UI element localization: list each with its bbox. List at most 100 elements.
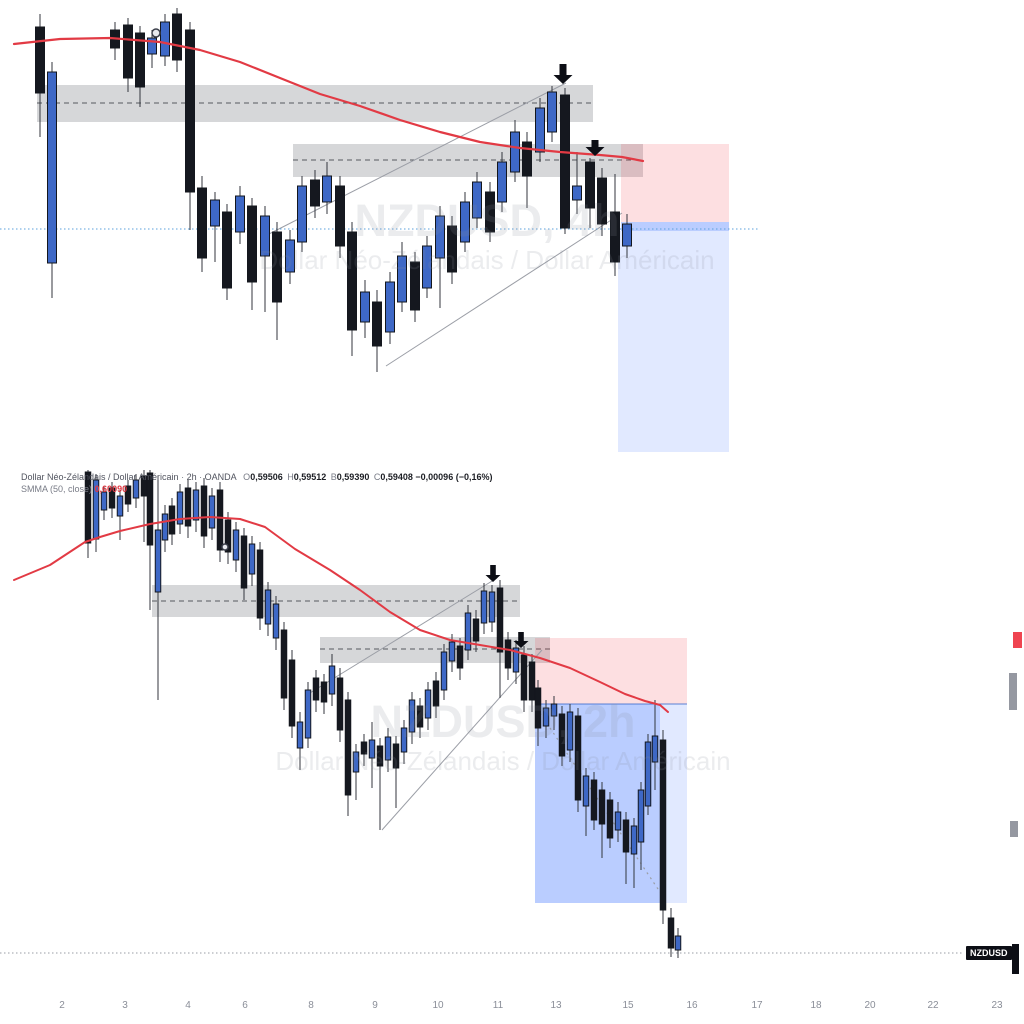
legend-ohlc-values: O0,59506 H0,59512 B0,59390 C0,59408 [239,472,413,482]
candle-body [336,677,344,731]
candle-up [542,700,550,738]
candle-up [322,162,332,214]
candle-down [456,638,464,680]
candle-down [520,646,528,712]
candle-body [328,665,336,695]
entry-band [621,222,729,231]
candle-body [260,215,270,257]
candle-body [288,659,296,727]
candle-up [497,152,507,212]
candle-body [222,211,232,289]
time-axis[interactable]: 2 3 4 6 8 9 10 11 13 15 16 17 18 20 22 23 [0,1000,1024,1018]
candle-body [256,549,264,619]
candle-up [510,120,520,182]
bottom-chart-canvas[interactable] [0,470,1024,1015]
candle-up [360,280,370,338]
candle-down [108,482,116,518]
candle-up [460,192,470,252]
candle-down [667,908,675,957]
candle-down [344,692,352,816]
candle-body [360,741,368,755]
candle-up [614,802,622,842]
candle-down [123,18,133,92]
candle-body [622,819,630,853]
candle-body [247,205,257,283]
candle-up [235,186,245,244]
candle-up [260,206,270,312]
candle-body [296,721,304,749]
candle-up [397,242,407,312]
candle-body [397,255,407,303]
candle-body [590,779,598,821]
last-bar-mark [1012,944,1019,974]
candle-body [200,485,208,537]
candle-body [432,680,440,707]
candle-down [320,674,328,714]
candle-down [146,470,154,610]
legend-separator: · [181,472,185,482]
candle-body [344,699,352,796]
candle-down [35,14,45,137]
candle-body [100,491,108,511]
time-axis-label: 15 [622,1000,634,1011]
candle-up [248,536,256,586]
candle-body [154,529,162,593]
candle-body [622,223,632,247]
candle-body [485,191,495,233]
candle-down [172,8,182,72]
candle-body [216,489,224,551]
candle-down [347,222,357,356]
candle-body [606,799,614,839]
candle-body [161,513,169,541]
candle-down [335,176,345,258]
candle-body [574,715,582,801]
legend[interactable]: Dollar Néo-Zélandais / Dollar Américain … [21,472,492,495]
legend-row-indicator[interactable]: SMMA (50, close) 0,60090 [21,484,492,495]
candle-up [512,640,520,684]
legend-separator-2: · [199,472,203,482]
candle-body [637,789,645,843]
candle-up [488,585,496,632]
trendline [381,649,543,831]
legend-row-symbol[interactable]: Dollar Néo-Zélandais / Dollar Américain … [21,472,492,483]
candle-up [232,522,240,572]
candle-down [288,650,296,738]
candle-body [610,211,620,263]
legend-change: −0,00096 (−0,16%) [415,472,493,482]
candle-body [347,231,357,331]
candle-body [335,185,345,247]
candle-down [312,670,320,712]
time-axis-label: 11 [492,1000,504,1011]
candle-body [352,751,360,773]
candle-down [224,512,232,564]
candle-up [176,484,184,534]
candle-body [558,713,566,757]
candle-up [644,734,652,815]
candle-body [264,589,272,625]
candle-body [392,743,400,769]
top-chart-canvas[interactable] [0,0,762,456]
candle-down [247,198,257,310]
candle-down [610,174,620,276]
candle-body [644,741,652,807]
candle-down [597,168,607,236]
legend-symbol-title: Dollar Néo-Zélandais / Dollar Américain [21,472,179,482]
legend-timeframe[interactable]: 2h [186,472,197,482]
time-axis-label: 9 [372,1000,378,1011]
candle-body [240,535,248,589]
candle-down [184,480,192,538]
candle-body [192,489,200,521]
candle-up [400,720,408,764]
candle-body [210,199,220,227]
candle-up [154,476,162,700]
price-scale-mark [1010,821,1018,837]
candle-up [352,744,360,800]
candle-body [522,141,532,177]
candle-body [598,789,606,825]
candle-body [176,491,184,525]
candle-body [124,485,132,505]
candle-body [280,629,288,699]
candle-body [542,707,550,727]
candle-down [504,632,512,680]
candle-body [674,935,682,951]
